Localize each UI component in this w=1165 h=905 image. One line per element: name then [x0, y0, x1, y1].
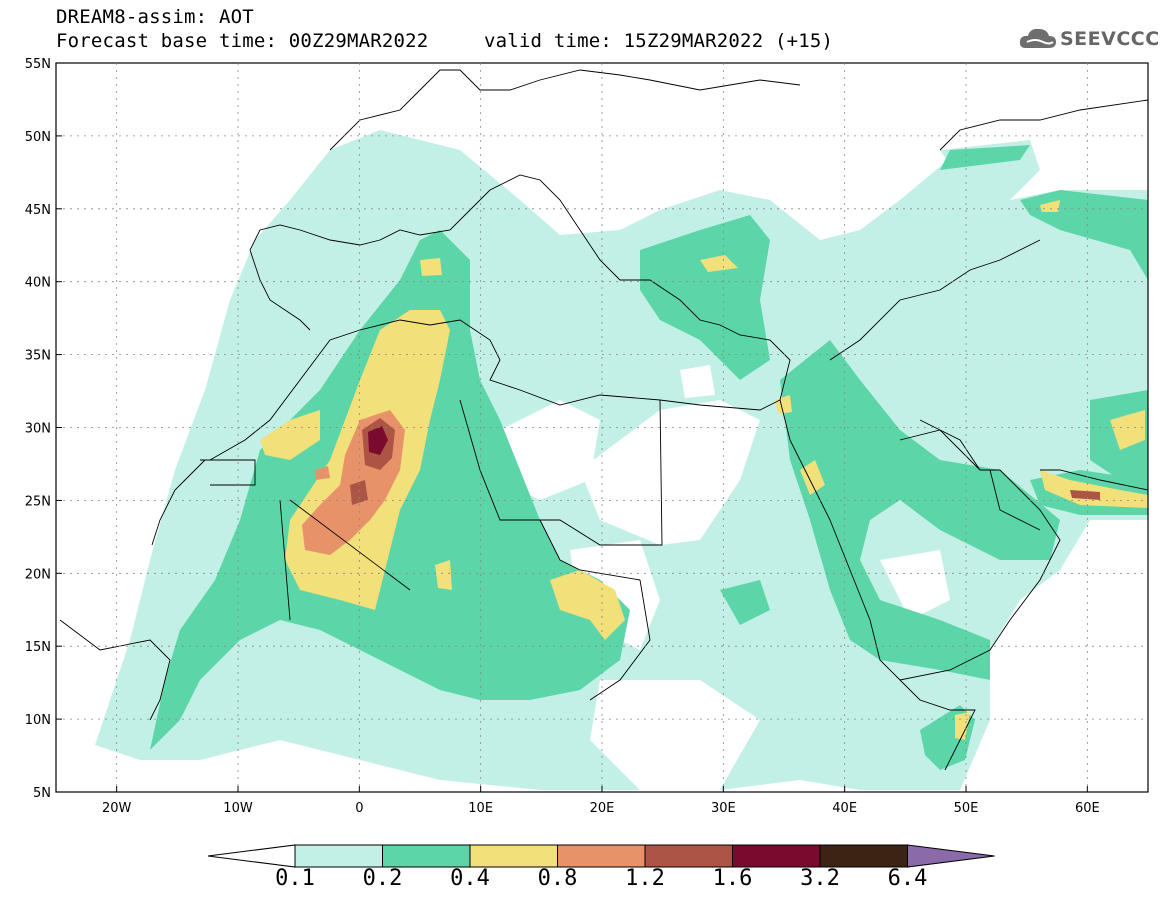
colorbar-segment: [469, 844, 558, 868]
title-line-1: DREAM8-assim: AOT: [56, 6, 254, 28]
lon-label: 40E: [832, 801, 857, 816]
lat-label: 50N: [25, 130, 51, 145]
colorbar-segment: [294, 844, 383, 868]
lon-label: 20W: [102, 801, 132, 816]
title-base-time: Forecast base time: 00Z29MAR2022: [56, 30, 429, 52]
lat-label: 5N: [33, 786, 51, 801]
map-frame: [55, 62, 1149, 793]
lat-label: 10N: [25, 713, 51, 728]
lon-label: 0: [355, 801, 363, 816]
lon-label: 10E: [468, 801, 493, 816]
colorbar-segment: [382, 844, 471, 868]
colorbar-label: 0.8: [537, 866, 578, 891]
lat-label: 35N: [25, 349, 51, 364]
lat-label: 20N: [25, 567, 51, 582]
lat-label: 55N: [25, 57, 51, 72]
colorbar-segment: [644, 844, 733, 868]
aot-shading: [95, 130, 1148, 790]
colorbar-segment: [819, 844, 908, 868]
lat-label: 45N: [25, 203, 51, 218]
colorbar-high-arrow: [907, 844, 995, 868]
longitude-labels: 20W 10W 0 10E 20E 30E 40E 50E 60E: [102, 801, 1100, 816]
logo-text: SEEVCCC: [1060, 28, 1160, 50]
lat-label: 15N: [25, 640, 51, 655]
lat-label: 25N: [25, 494, 51, 509]
colorbar-label: 0.4: [450, 866, 490, 891]
colorbar: [207, 844, 995, 868]
colorbar-label: 6.4: [887, 866, 928, 891]
lon-label: 30E: [711, 801, 736, 816]
cloud-icon: [1019, 28, 1056, 48]
coastlines-borders: [59, 69, 1149, 771]
colorbar-low-arrow: [207, 844, 296, 868]
colorbar-label: 0.1: [275, 866, 315, 891]
title-valid-time: valid time: 15Z29MAR2022 (+15): [484, 30, 834, 52]
colorbar-segment: [557, 844, 646, 868]
lon-label: 20E: [590, 801, 615, 816]
lon-label: 10W: [223, 801, 253, 816]
lon-label: 60E: [1075, 801, 1100, 816]
colorbar-label: 3.2: [800, 866, 840, 891]
lon-label: 50E: [954, 801, 979, 816]
colorbar-segment: [732, 844, 821, 868]
seevccc-logo: SEEVCCC: [1018, 24, 1160, 56]
lat-label: 30N: [25, 422, 51, 437]
lat-label: 40N: [25, 276, 51, 291]
colorbar-label: 1.6: [712, 866, 753, 891]
colorbar-label: 1.2: [625, 866, 665, 891]
colorbar-label: 0.2: [362, 866, 403, 891]
latitude-labels: 55N 50N 45N 40N 35N 30N 25N 20N 15N 10N 5N: [25, 57, 51, 801]
